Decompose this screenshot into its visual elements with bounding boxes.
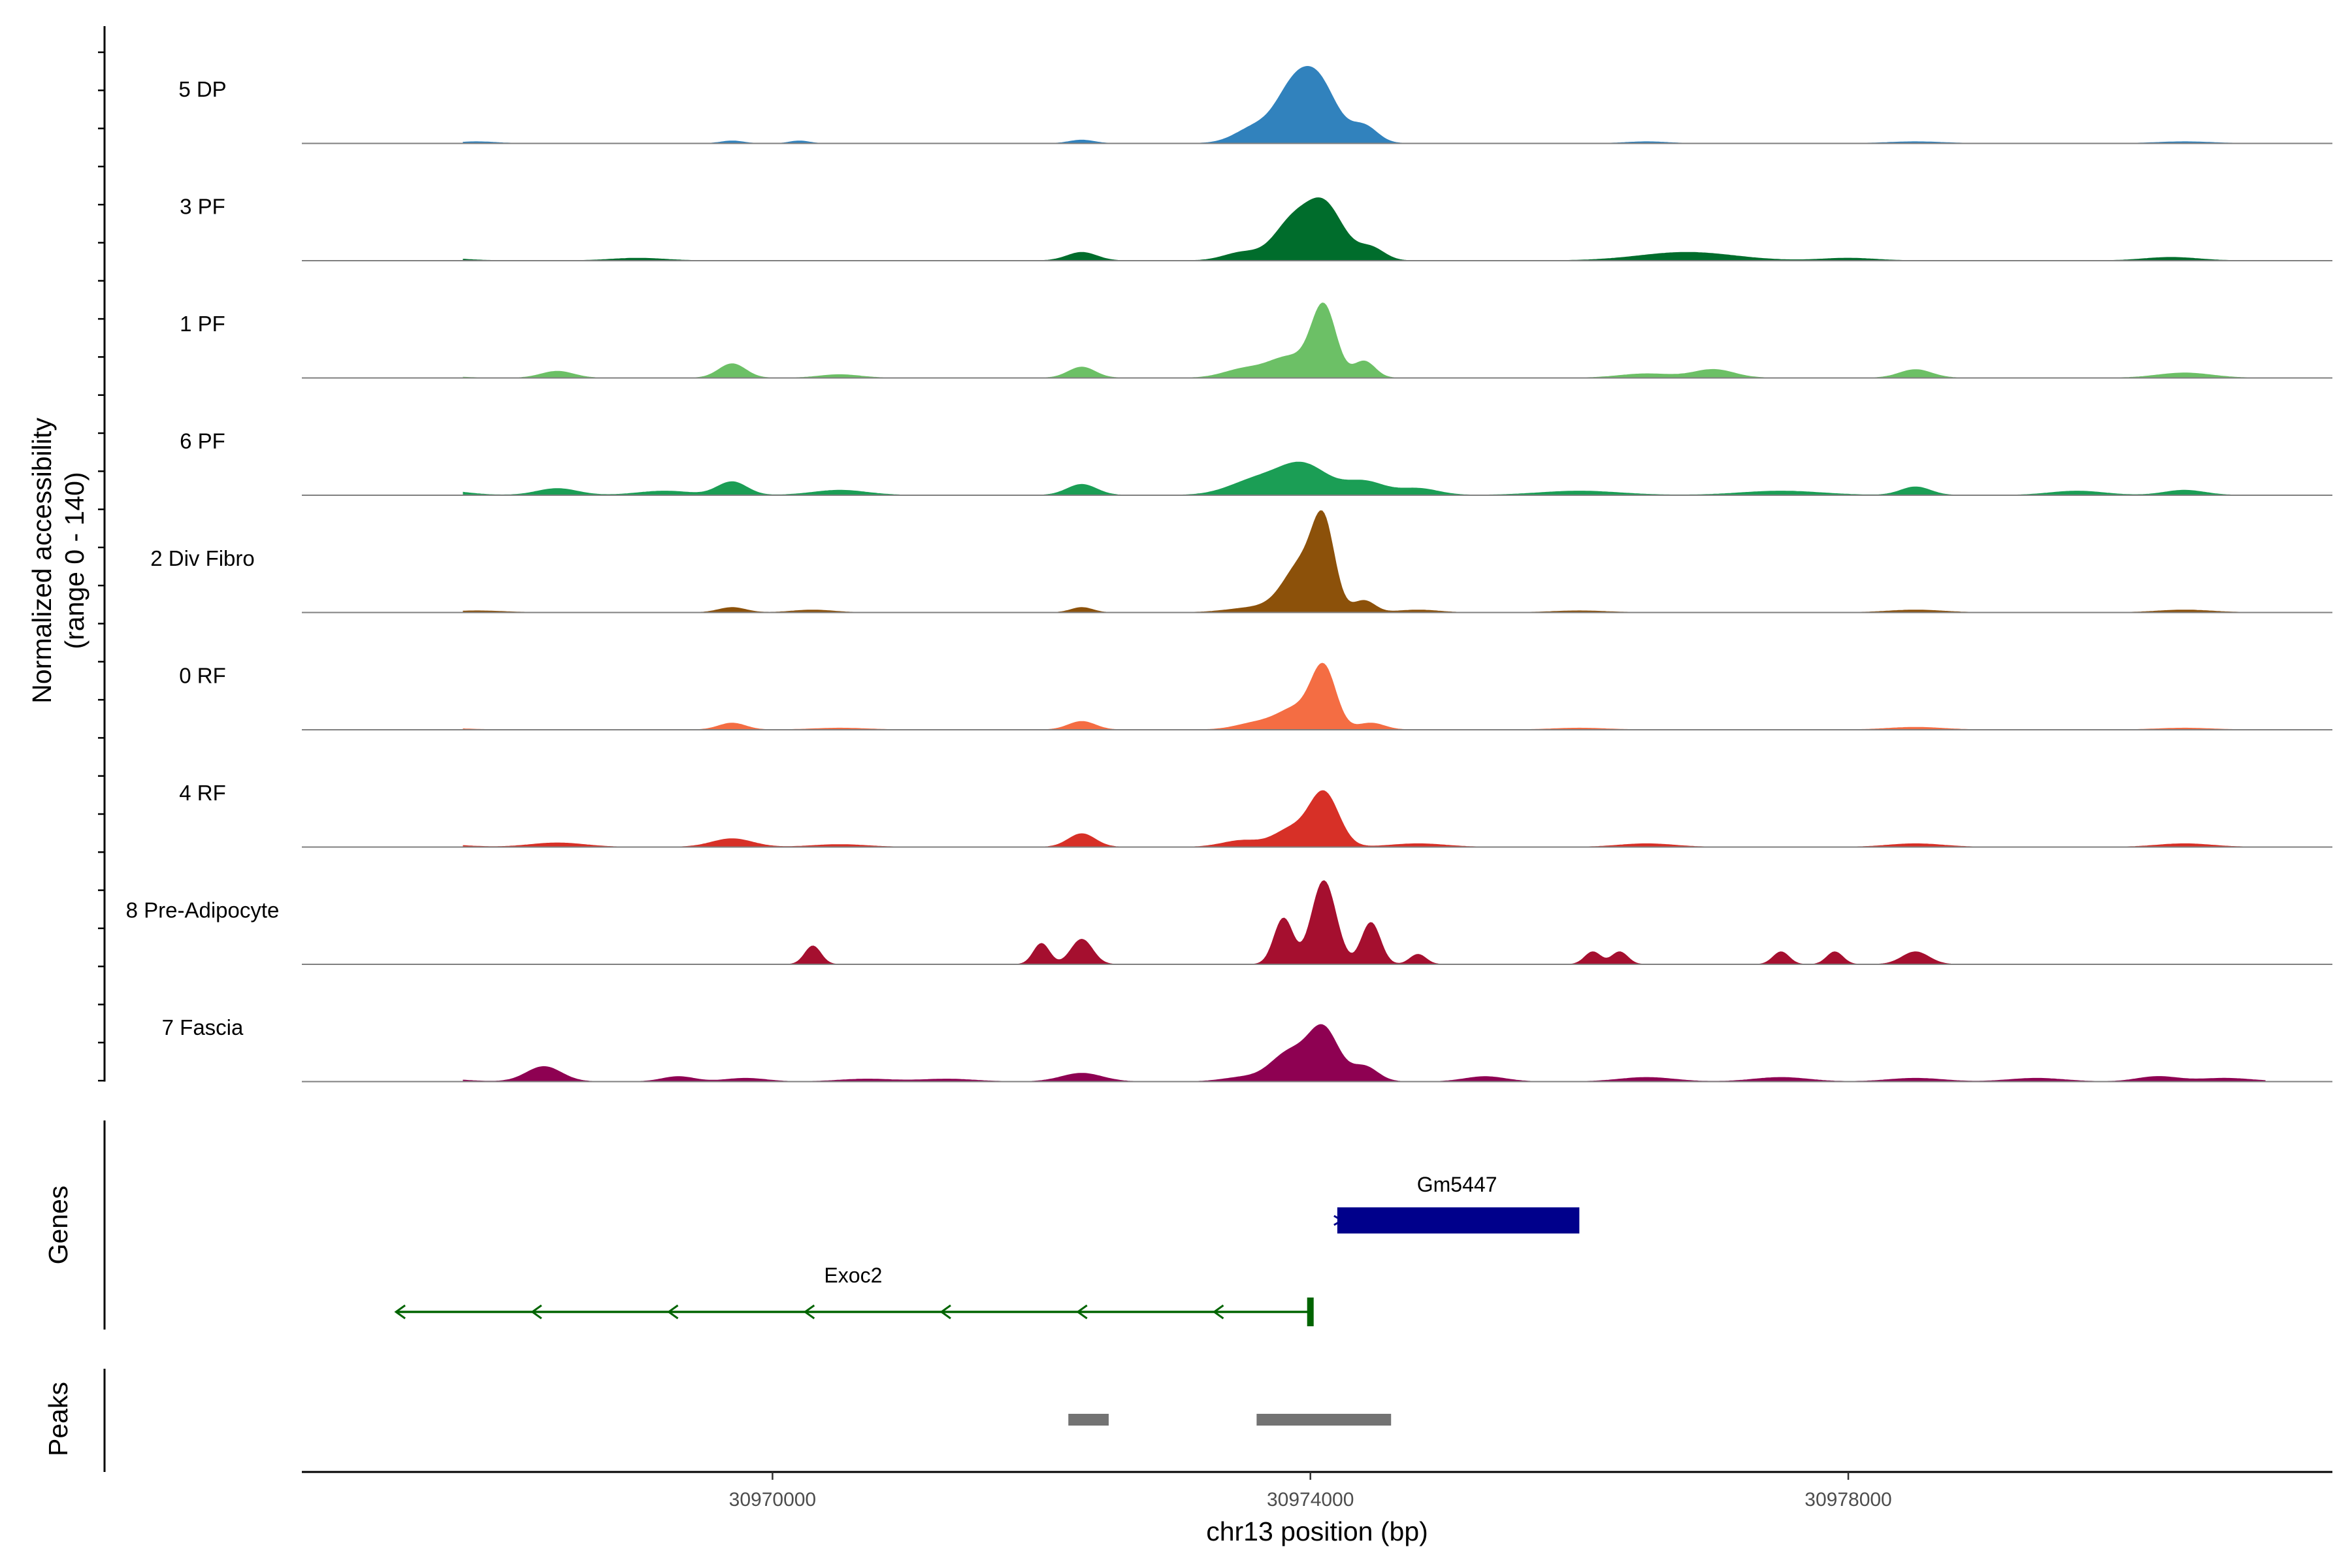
track-3-pf: 3 PF <box>180 195 2332 261</box>
gene-track: Gm5447 Exoc2 <box>103 1120 1580 1330</box>
coverage-area <box>463 461 2266 496</box>
gene-label: Gm5447 <box>1417 1173 1497 1196</box>
track-label: 3 PF <box>180 195 225 219</box>
strand-arrow <box>1212 1304 1224 1320</box>
strand-arrow <box>394 1304 406 1320</box>
coverage-area <box>463 790 2266 847</box>
strand-arrow <box>939 1304 951 1320</box>
strand-arrow <box>666 1304 679 1320</box>
peak-track <box>103 1369 1392 1472</box>
gene-exoc2: Exoc2 <box>394 1264 1314 1326</box>
gene-track-label: Genes <box>43 1186 73 1265</box>
track-label: 6 PF <box>180 429 225 453</box>
track-8-pre-adipocyte: 8 Pre-Adipocyte <box>126 880 2332 965</box>
strand-arrow <box>1076 1304 1088 1320</box>
x-tick-label: 30974000 <box>1267 1489 1354 1511</box>
x-axis-title: chr13 position (bp) <box>1206 1516 1428 1546</box>
strand-arrow <box>1333 1215 1344 1226</box>
track-1-pf: 1 PF <box>180 302 2332 379</box>
coverage-area <box>463 510 2266 613</box>
track-label: 4 RF <box>179 781 226 805</box>
track-label: 2 Div Fibro <box>150 546 255 570</box>
y-axis-title: Normalized accessibility <box>27 417 57 704</box>
coverage-area <box>463 65 2266 144</box>
y-axis-title-range: (range 0 - 140) <box>59 472 90 649</box>
track-label: 5 DP <box>178 77 226 101</box>
track-label: 7 Fascia <box>162 1015 244 1039</box>
y-axis <box>98 26 106 1082</box>
track-label: 8 Pre-Adipocyte <box>126 898 280 923</box>
x-axis: 30970000 30974000 30978000 <box>302 1471 2332 1511</box>
track-label: 0 RF <box>179 664 226 688</box>
strand-arrow <box>531 1304 542 1320</box>
x-tick-label: 30978000 <box>1805 1489 1891 1511</box>
track-4-rf: 4 RF <box>179 781 2332 848</box>
coverage-area <box>463 1024 2266 1082</box>
peak-track-label: Peaks <box>43 1382 73 1456</box>
peak-region <box>1256 1414 1392 1426</box>
coverage-area <box>463 662 2266 730</box>
gene-body <box>1337 1207 1580 1233</box>
coverage-area <box>463 880 2266 965</box>
track-5-dp: 5 DP <box>178 65 2332 144</box>
track-0-rf: 0 RF <box>179 662 2332 730</box>
coverage-area <box>463 197 2266 261</box>
track-7-fascia: 7 Fascia <box>162 1015 2332 1083</box>
gene-label: Exoc2 <box>824 1264 882 1287</box>
strand-arrow <box>803 1304 815 1320</box>
track-2-div-fibro: 2 Div Fibro <box>150 510 2332 613</box>
coverage-tracks: 5 DP 3 PF 1 PF 6 PF 2 Div Fibro 0 RF 4 RF 8 Pre… <box>126 65 2332 1083</box>
track-6-pf: 6 PF <box>180 429 2332 496</box>
gene-gm5447: Gm5447 <box>1333 1173 1580 1233</box>
peak-region <box>1068 1414 1109 1426</box>
exon <box>1307 1298 1314 1326</box>
coverage-area <box>463 302 2266 378</box>
x-tick-label: 30970000 <box>729 1489 816 1511</box>
track-label: 1 PF <box>180 312 225 336</box>
